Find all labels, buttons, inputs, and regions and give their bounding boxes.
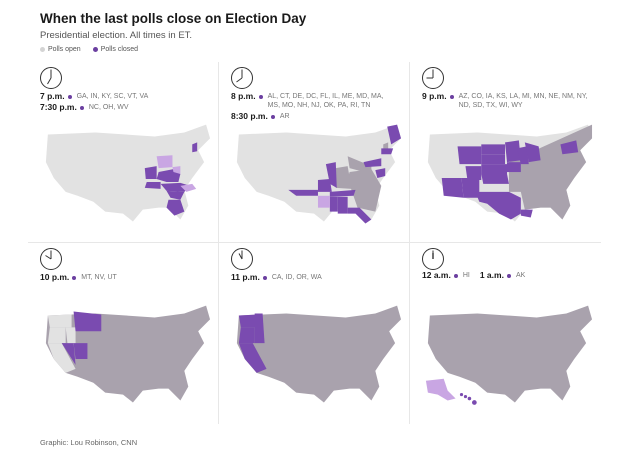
- time-entry: 8 p.m. AL, CT, DE, DC, FL, IL, ME, MD, M…: [231, 92, 398, 110]
- time-label: 8 p.m.: [231, 91, 256, 101]
- time-entry: 9 p.m. AZ, CO, IA, KS, LA, MI, MN, NE, N…: [422, 92, 589, 110]
- time-label: 10 p.m.: [40, 272, 70, 282]
- us-map: [45, 305, 211, 403]
- chart-subtitle: Presidential election. All times in ET.: [40, 30, 193, 41]
- time-entry: 12 a.m. HI: [422, 271, 470, 280]
- time-entry: 8:30 p.m. AR: [231, 112, 290, 121]
- clock-8-icon: [231, 67, 253, 89]
- legend-item-open: Polls open: [40, 46, 81, 53]
- chart-title: When the last polls close on Election Da…: [40, 11, 307, 26]
- time-entry: 1 a.m. AK: [480, 271, 525, 280]
- legend: Polls open Polls closed: [40, 46, 138, 53]
- closed-bullet: [67, 95, 72, 99]
- closed-bullet: [449, 95, 454, 99]
- us-map: [236, 305, 402, 403]
- panel-10pm: 10 p.m. MT, NV, UT: [28, 243, 219, 424]
- time-label: 9 p.m.: [422, 91, 447, 101]
- clock-7-icon: [40, 67, 62, 89]
- credit: Graphic: Lou Robinson, CNN: [40, 438, 138, 447]
- state-list: CA, ID, OR, WA: [271, 274, 322, 281]
- closed-bullet: [262, 276, 267, 280]
- panel-7pm: 7 p.m. GA, IN, KY, SC, VT, VA 7:30 p.m. …: [28, 62, 219, 243]
- state-list: AZ, CO, IA, KS, LA, MI, MN, NE, NM, NY, …: [458, 93, 588, 109]
- us-map: [45, 124, 211, 222]
- state-list: HI: [462, 272, 470, 279]
- state-list: AK: [515, 272, 526, 279]
- closed-bullet: [258, 95, 263, 99]
- time-entries: 12 a.m. HI 1 a.m. AK: [422, 271, 525, 280]
- clock-10-icon: [40, 248, 62, 270]
- closed-bullet: [453, 274, 458, 278]
- panel-11pm: 11 p.m. CA, ID, OR, WA: [219, 243, 410, 424]
- time-label: 12 a.m.: [422, 270, 451, 280]
- clock-11-icon: [231, 248, 253, 270]
- time-entry: 10 p.m. MT, NV, UT: [40, 273, 117, 282]
- clock-9-icon: [422, 67, 444, 89]
- closed-bullet: [72, 276, 77, 280]
- state-list: GA, IN, KY, SC, VT, VA: [76, 93, 149, 100]
- clock-12-icon: [422, 248, 444, 270]
- legend-item-closed: Polls closed: [92, 46, 139, 53]
- state-list: AR: [279, 113, 290, 120]
- legend-open-label: Polls open: [48, 46, 81, 53]
- panel-8pm: 8 p.m. AL, CT, DE, DC, FL, IL, ME, MD, M…: [219, 62, 410, 243]
- time-entry: 11 p.m. CA, ID, OR, WA: [231, 273, 322, 282]
- time-label: 7 p.m.: [40, 91, 65, 101]
- panel-12am: 12 a.m. HI 1 a.m. AK: [410, 243, 601, 424]
- time-entry: 7:30 p.m. NC, OH, WV: [40, 103, 129, 112]
- panel-grid: 7 p.m. GA, IN, KY, SC, VT, VA 7:30 p.m. …: [28, 62, 603, 424]
- state-list: NC, OH, WV: [88, 104, 129, 111]
- closed-bullet: [506, 274, 511, 278]
- closed-bullet: [270, 115, 275, 119]
- time-label: 8:30 p.m.: [231, 111, 268, 121]
- legend-closed-swatch: [92, 47, 98, 52]
- state-list: MT, NV, UT: [81, 274, 117, 281]
- us-map: [425, 305, 593, 405]
- state-list: AL, CT, DE, DC, FL, IL, ME, MD, MA, MS, …: [267, 93, 384, 109]
- closed-bullet: [79, 106, 84, 110]
- legend-closed-label: Polls closed: [100, 46, 139, 53]
- time-label: 11 p.m.: [231, 272, 260, 282]
- us-map: [427, 124, 593, 222]
- panel-9pm: 9 p.m. AZ, CO, IA, KS, LA, MI, MN, NE, N…: [410, 62, 601, 243]
- time-label: 7:30 p.m.: [40, 102, 77, 112]
- time-label: 1 a.m.: [479, 270, 504, 280]
- time-entry: 7 p.m. GA, IN, KY, SC, VT, VA: [40, 92, 148, 101]
- legend-open-swatch: [40, 47, 45, 52]
- us-map: [236, 124, 402, 224]
